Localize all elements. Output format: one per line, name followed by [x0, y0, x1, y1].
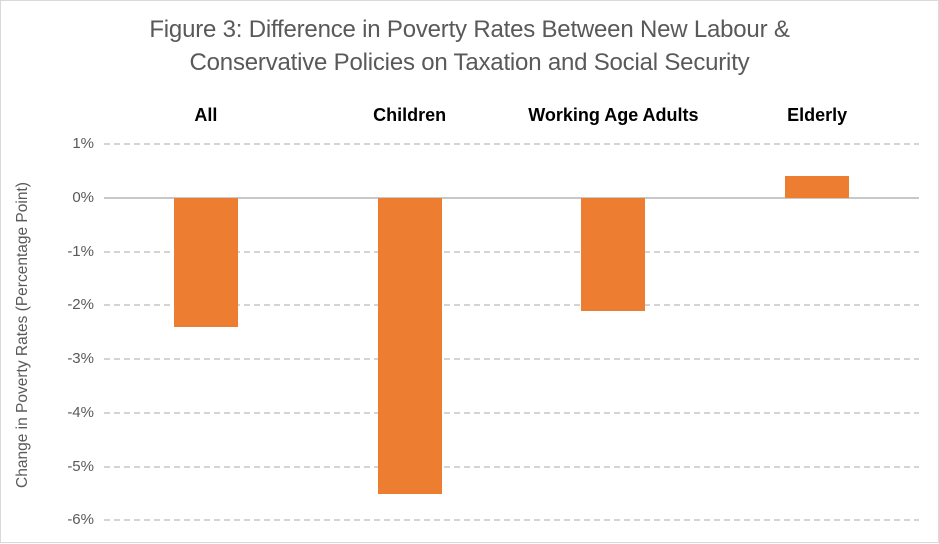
y-tick-label--2%: -2% — [67, 296, 94, 314]
gridline--5% — [104, 465, 919, 468]
y-tick-label--4%: -4% — [67, 403, 94, 421]
y-tick-label-0%: 0% — [72, 188, 94, 206]
gridline--1% — [104, 250, 919, 253]
bar-elderly — [785, 176, 850, 198]
bar-children — [377, 197, 442, 494]
category-label-elderly: Elderly — [787, 105, 848, 125]
bar-working-age-adults — [581, 197, 646, 311]
gridline--2% — [104, 304, 919, 307]
category-label-all: All — [194, 105, 218, 125]
zero-axis-line — [104, 196, 919, 199]
y-tick-label--6%: -6% — [67, 511, 94, 529]
bar-all — [173, 197, 238, 327]
chart-title-line-1: Figure 3: Difference in Poverty Rates Be… — [149, 16, 790, 43]
y-tick-label--1%: -1% — [67, 242, 94, 260]
gridline--4% — [104, 411, 919, 414]
gridline--3% — [104, 358, 919, 361]
chart-title: Figure 3: Difference in Poverty Rates Be… — [1, 13, 938, 79]
chart-title-line-2: Conservative Policies on Taxation and So… — [189, 49, 750, 76]
y-tick-label-1%: 1% — [72, 135, 94, 152]
gridline--6% — [104, 519, 919, 522]
category-label-children: Children — [373, 105, 447, 125]
y-tick-label--3%: -3% — [67, 350, 94, 368]
gridline-1% — [104, 143, 919, 145]
category-label-working-age-adults: Working Age Adults — [528, 105, 699, 125]
y-tick-label--5%: -5% — [67, 457, 94, 475]
